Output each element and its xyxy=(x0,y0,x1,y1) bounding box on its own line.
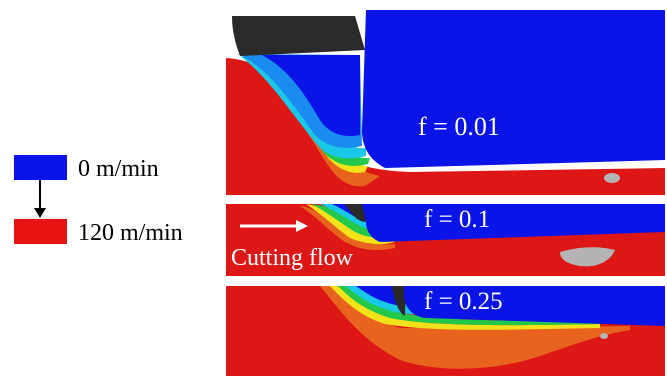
legend-label-high: 120 m/min xyxy=(78,220,183,246)
legend-arrow xyxy=(34,180,46,218)
legend-swatch-low xyxy=(14,155,67,180)
panel-3-label: f = 0.25 xyxy=(424,288,503,315)
panel-2-yellow-zone xyxy=(306,204,395,245)
panel-2 xyxy=(226,204,665,276)
panel-3-green-zone xyxy=(338,286,600,326)
panel-3-grey-bit xyxy=(600,333,608,339)
panel-1 xyxy=(226,10,665,195)
legend-swatch-high xyxy=(14,219,67,244)
panel-2-tool xyxy=(366,204,665,242)
panel-1-label: f = 0.01 xyxy=(418,112,500,141)
panel-1-tool xyxy=(362,10,665,168)
panel-2-label: f = 0.1 xyxy=(424,206,491,233)
panel-3-dark-tool xyxy=(392,286,406,316)
panel-1-chip-core xyxy=(262,55,360,137)
panel-2-grey-chip xyxy=(560,247,615,267)
cutting-flow-arrow xyxy=(240,220,308,232)
panel-3-tool xyxy=(404,286,665,326)
legend-label-low: 0 m/min xyxy=(78,156,159,182)
panel-1-dark-tool xyxy=(232,16,365,56)
cutting-flow-label: Cutting flow xyxy=(231,245,354,271)
panel-1-grey-bit xyxy=(604,173,620,183)
panel-3-yellow-zone xyxy=(330,286,600,330)
panel-2-dark-tool xyxy=(345,204,366,222)
panel-3 xyxy=(226,286,665,376)
panel-3-chip-core xyxy=(356,286,400,306)
